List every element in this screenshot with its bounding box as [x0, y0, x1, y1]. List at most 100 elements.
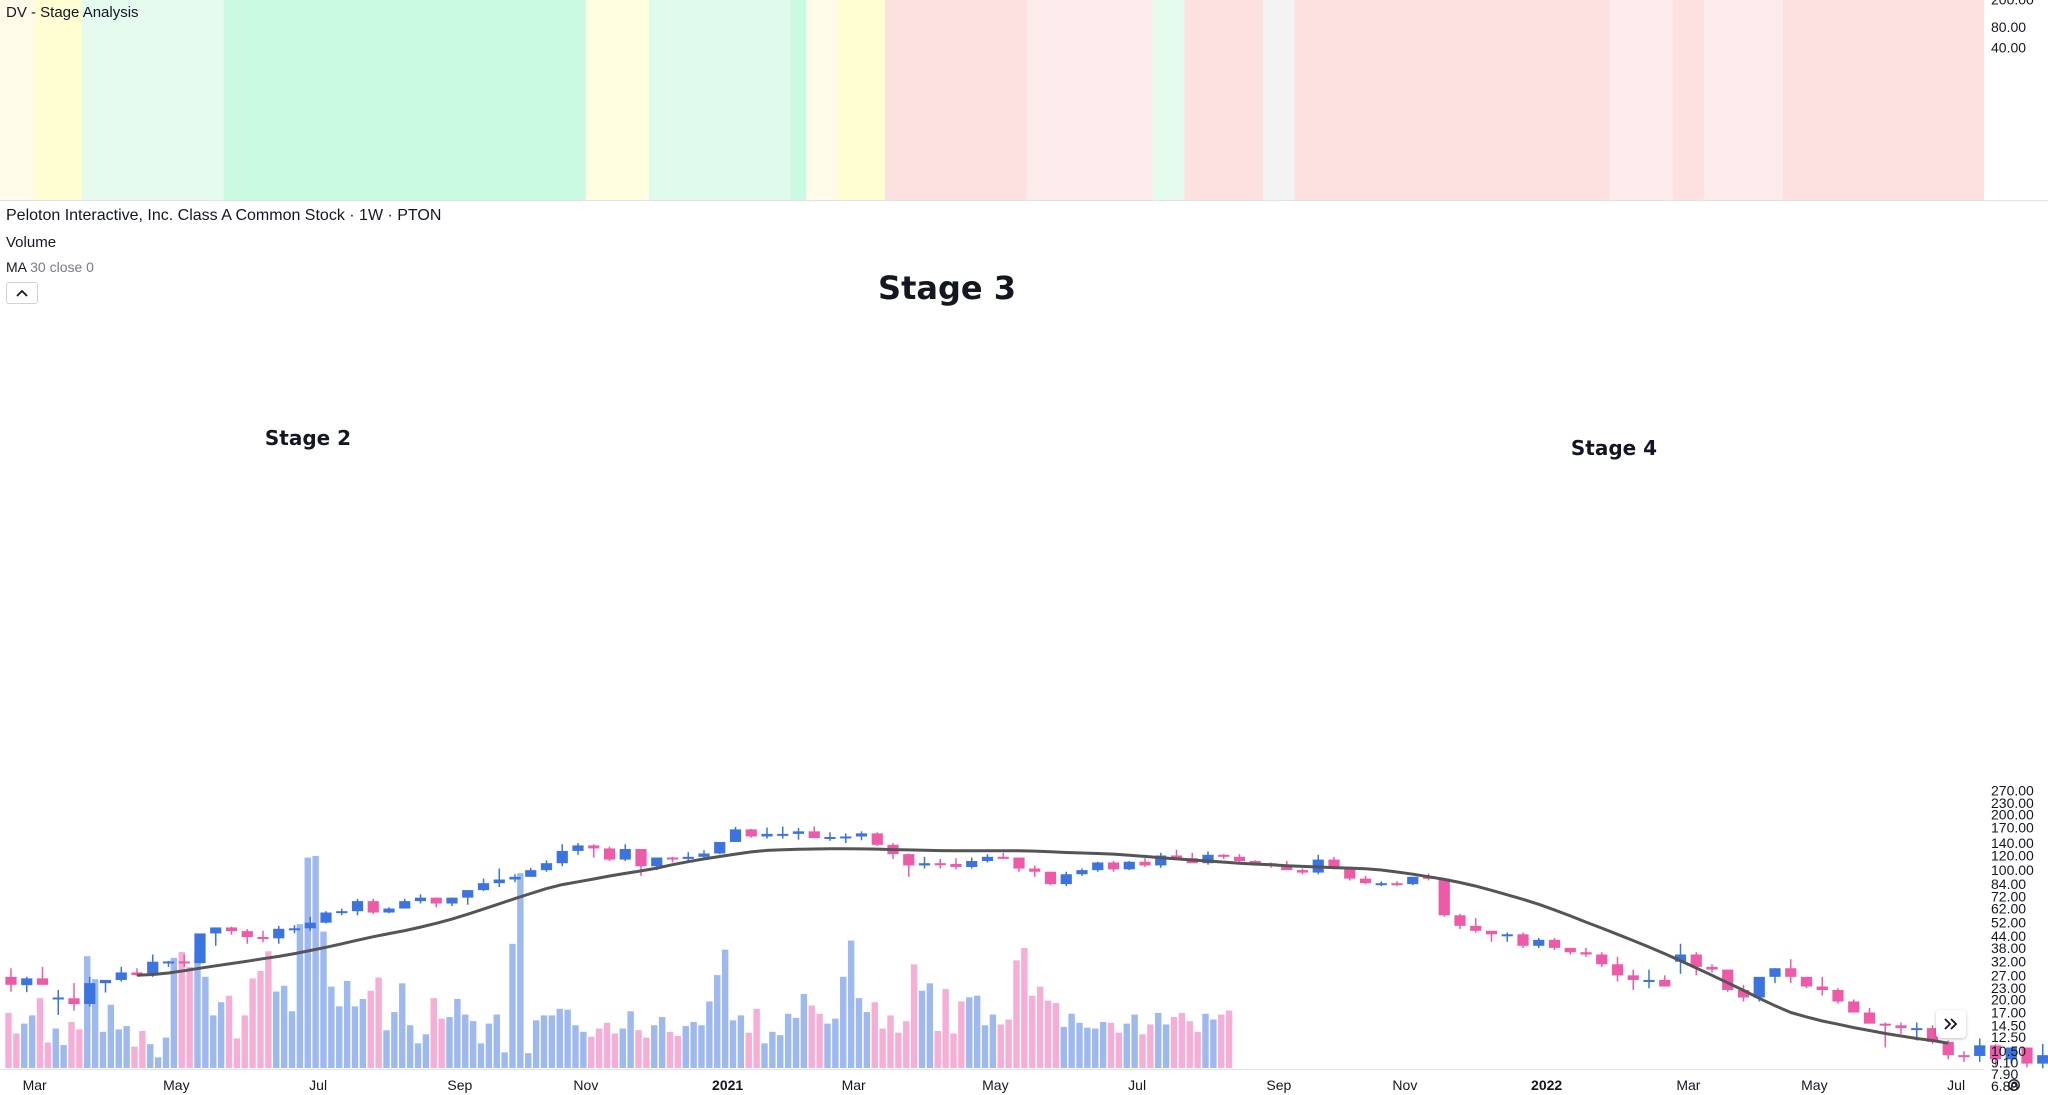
candle[interactable] [446, 897, 458, 906]
candle[interactable] [1706, 964, 1718, 973]
candle[interactable] [1470, 918, 1482, 933]
candle[interactable] [1548, 937, 1561, 951]
candle[interactable] [194, 933, 206, 964]
candle[interactable] [1375, 881, 1387, 887]
candle[interactable] [1060, 871, 1072, 887]
candle[interactable] [1170, 849, 1183, 859]
candle[interactable] [525, 867, 537, 877]
candle[interactable] [241, 929, 253, 944]
candle[interactable] [1076, 868, 1088, 876]
candle[interactable] [257, 930, 269, 943]
candle[interactable] [1013, 857, 1025, 872]
candle[interactable] [808, 826, 820, 839]
candle[interactable] [682, 852, 694, 862]
candle[interactable] [556, 844, 568, 867]
candle[interactable] [1832, 988, 1844, 1004]
candle[interactable] [1123, 861, 1135, 871]
candle[interactable] [493, 868, 505, 888]
candle[interactable] [84, 976, 96, 1007]
candle[interactable] [1580, 947, 1592, 957]
candle[interactable] [1596, 952, 1608, 967]
ma-legend[interactable]: MA 30 close 0 [6, 259, 94, 275]
collapse-legend-button[interactable] [6, 282, 38, 304]
candle[interactable] [1863, 1007, 1876, 1024]
candle[interactable] [1848, 999, 1860, 1013]
candle[interactable] [934, 858, 946, 869]
candle[interactable] [1674, 943, 1687, 974]
candle[interactable] [903, 853, 915, 877]
candle[interactable] [1643, 969, 1655, 989]
candle[interactable] [2021, 1047, 2033, 1068]
candle[interactable] [430, 897, 442, 908]
candle[interactable] [1107, 861, 1120, 872]
candle[interactable] [1737, 984, 1750, 1002]
candle[interactable] [666, 856, 679, 863]
candle[interactable] [5, 968, 17, 992]
candle[interactable] [1564, 947, 1576, 955]
candle[interactable] [178, 954, 190, 967]
candle[interactable] [1044, 871, 1057, 886]
candle[interactable] [824, 832, 836, 841]
candle[interactable] [288, 925, 301, 934]
candle[interactable] [1296, 868, 1309, 875]
candle[interactable] [477, 878, 490, 892]
candle[interactable] [1785, 959, 1797, 984]
candle[interactable] [509, 874, 521, 883]
candle[interactable] [399, 898, 411, 909]
candle[interactable] [840, 833, 852, 844]
candle[interactable] [918, 856, 931, 869]
candle[interactable] [729, 827, 742, 842]
candle[interactable] [714, 841, 726, 855]
candle[interactable] [210, 927, 222, 946]
candle[interactable] [1895, 1022, 1907, 1035]
candle[interactable] [1942, 1040, 1954, 1060]
candle[interactable] [1800, 976, 1813, 989]
candle[interactable] [792, 827, 805, 840]
candle[interactable] [1359, 875, 1372, 885]
candle[interactable] [351, 898, 364, 916]
candle[interactable] [1533, 937, 1545, 948]
candle[interactable] [603, 846, 616, 862]
candle[interactable] [1974, 1038, 1986, 1062]
candle[interactable] [1438, 878, 1450, 917]
candle[interactable] [383, 907, 395, 914]
candle[interactable] [1769, 968, 1781, 984]
candle[interactable] [777, 826, 789, 839]
candle[interactable] [761, 827, 773, 839]
candle[interactable] [2005, 1047, 2017, 1064]
volume-legend[interactable]: Volume [6, 234, 56, 251]
candle[interactable] [1155, 852, 1167, 868]
candle[interactable] [1816, 976, 1828, 996]
candle[interactable] [462, 890, 474, 905]
candle[interactable] [1407, 876, 1419, 886]
candle[interactable] [981, 854, 994, 863]
candle[interactable] [1092, 861, 1104, 872]
candle[interactable] [115, 966, 127, 982]
candle[interactable] [1501, 932, 1513, 942]
candle[interactable] [1139, 858, 1151, 867]
candle[interactable] [162, 960, 175, 967]
candle[interactable] [336, 908, 348, 916]
candle[interactable] [2037, 1043, 2048, 1069]
candle[interactable] [273, 925, 285, 944]
candle[interactable] [1029, 865, 1041, 877]
candle[interactable] [414, 894, 427, 904]
candle[interactable] [1690, 952, 1702, 976]
candle[interactable] [950, 858, 962, 870]
candle[interactable] [1391, 881, 1403, 887]
scroll-to-realtime-button[interactable] [1936, 1010, 1966, 1038]
candle[interactable] [367, 898, 379, 914]
candle[interactable] [52, 989, 64, 1015]
chart-settings-button[interactable] [2004, 1075, 2024, 1095]
candle[interactable] [1517, 932, 1529, 948]
candle[interactable] [225, 926, 238, 935]
candle[interactable] [1312, 854, 1324, 875]
candle[interactable] [997, 852, 1009, 859]
candle[interactable] [619, 844, 631, 862]
candle[interactable] [1627, 969, 1639, 990]
candle[interactable] [1659, 975, 1671, 987]
candle[interactable] [1611, 956, 1624, 982]
candle[interactable] [99, 979, 112, 993]
candle[interactable] [1485, 930, 1498, 942]
